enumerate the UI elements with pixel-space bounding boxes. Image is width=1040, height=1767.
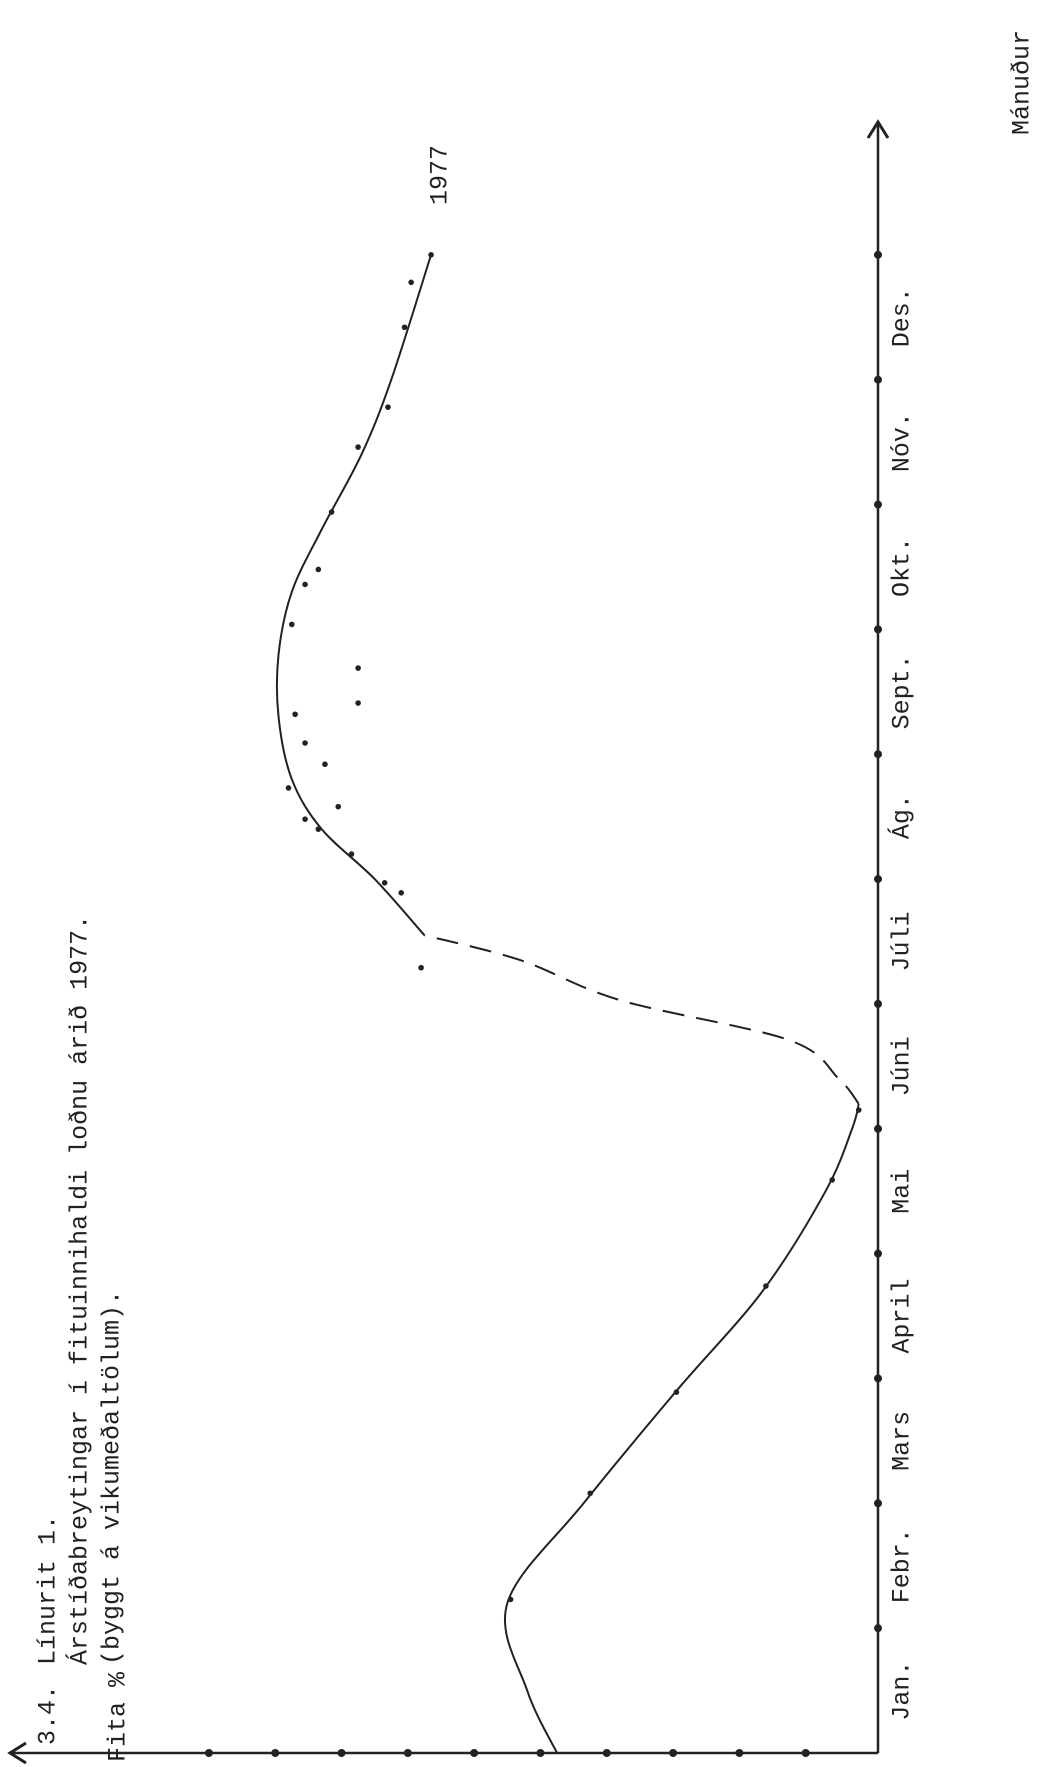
x-tick-label: Júni (888, 1036, 917, 1096)
y-tick (669, 1749, 678, 1757)
annotation: 1977 (426, 145, 455, 205)
y-tick (470, 1749, 479, 1757)
data-point (335, 803, 342, 810)
data-point (763, 1283, 769, 1289)
section-number: 3.4. (34, 1685, 63, 1745)
data-point (302, 581, 308, 588)
data-point (385, 404, 391, 410)
x-tick-label: Mars (888, 1411, 917, 1471)
y-tick (403, 1749, 412, 1757)
data-point (355, 700, 361, 706)
chart-title: Línurit 1. (34, 1515, 63, 1665)
data-point (418, 964, 424, 971)
x-tick (874, 625, 882, 634)
value-axis-arrow (7, 1741, 27, 1765)
data-point (673, 1389, 680, 1395)
x-tick (874, 375, 882, 384)
x-tick-label: Des. (888, 287, 917, 347)
dashed-curve (424, 934, 860, 1105)
x-tick (874, 1124, 882, 1133)
x-tick (874, 1249, 882, 1258)
x-tick (874, 1374, 882, 1383)
x-tick-label: Mai (888, 1169, 917, 1214)
data-point (328, 509, 335, 515)
x-tick (874, 875, 882, 884)
x-tick-label: Febr. (888, 1528, 917, 1603)
x-axis-label: Mánuður (1008, 30, 1037, 135)
data-point (302, 740, 308, 746)
x-tick-label: Nóv. (888, 412, 917, 472)
y-tick (204, 1749, 213, 1757)
x-tick-label: Okt. (888, 537, 917, 597)
fitted-curve (503, 1103, 860, 1754)
data-point (507, 1596, 514, 1603)
y-tick (602, 1749, 611, 1757)
data-point (829, 1177, 836, 1183)
data-point (285, 785, 292, 791)
y-tick (735, 1749, 744, 1757)
data-point (315, 826, 322, 832)
x-tick-label: April (888, 1279, 917, 1354)
x-tick-label: Sept. (888, 654, 917, 729)
data-point (381, 880, 388, 886)
data-point (398, 890, 405, 896)
data-point (322, 761, 328, 768)
data-point (587, 1490, 593, 1497)
y-tick (271, 1749, 280, 1757)
x-tick-label: Ág. (887, 794, 917, 839)
data-point (355, 665, 361, 671)
y-axis-label: Fita % (104, 1671, 133, 1762)
x-tick-label: Júli (888, 911, 917, 971)
data-point (348, 851, 355, 857)
month-axis-arrow (866, 119, 890, 139)
data-point (355, 444, 361, 450)
y-tick (801, 1749, 810, 1757)
x-tick (874, 999, 882, 1008)
y-tick (536, 1749, 545, 1757)
data-point (289, 621, 295, 628)
data-point (855, 1107, 862, 1113)
data-point (302, 816, 308, 822)
x-tick (874, 500, 882, 509)
fitted-curve (275, 254, 433, 936)
x-tick (874, 750, 882, 759)
x-tick (874, 1499, 882, 1508)
chart-subtitle: Árstíðabreytingar í fituinnihaldi loðnu … (65, 915, 95, 1665)
x-tick (874, 250, 882, 259)
data-point (408, 279, 414, 286)
y-tick (337, 1749, 346, 1757)
chart-note: (byggt á vikumeðaltölum). (98, 1290, 127, 1665)
data-point (401, 324, 408, 331)
data-point (315, 566, 322, 573)
x-tick-label: Jan. (888, 1661, 917, 1721)
x-tick (874, 1624, 882, 1633)
data-point (428, 252, 434, 258)
data-point (292, 711, 298, 718)
